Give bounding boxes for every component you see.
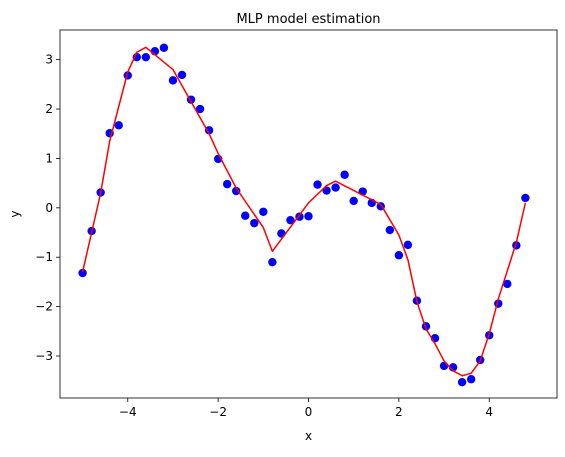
scatter-point [259, 207, 268, 216]
y-tick-label: 0 [45, 201, 53, 215]
x-tick-label: 2 [395, 405, 403, 419]
scatter-point [313, 180, 322, 189]
x-axis-label: x [305, 429, 312, 443]
scatter-point [114, 121, 123, 130]
scatter-point [232, 186, 241, 196]
chart-title: MLP model estimation [236, 12, 380, 27]
y-axis-label: y [8, 210, 22, 217]
scatter-point [204, 126, 214, 135]
y-tick-label: 3 [45, 53, 53, 67]
scatter-point [439, 361, 449, 371]
scatter-point [331, 183, 340, 192]
scatter-point [503, 279, 512, 289]
scatter-point [403, 240, 413, 250]
scatter-point [241, 211, 250, 220]
scatter-point [466, 375, 476, 384]
y-tick-label: 2 [45, 102, 53, 116]
scatter-point [250, 218, 259, 228]
scatter-point [349, 196, 358, 206]
x-tick-label: −2 [209, 405, 227, 419]
scatter-point [168, 76, 178, 85]
scatter-point [268, 257, 277, 267]
y-tick-label: −1 [35, 250, 53, 264]
scatter-point [304, 212, 313, 221]
series-layer [78, 43, 530, 387]
y-tick-label: 1 [45, 151, 53, 165]
x-tick-label: 4 [485, 405, 493, 419]
scatter-point [141, 52, 151, 62]
scatter-point [177, 70, 187, 80]
y-tick-label: −3 [35, 349, 53, 363]
x-tick-label: 0 [305, 405, 313, 419]
scatter-point [222, 179, 232, 189]
axis-layer: −4 −2 0 2 4 −3 −2 −1 0 1 2 3 [35, 29, 558, 419]
y-tick-label: −2 [35, 300, 53, 314]
scatter-point [195, 104, 205, 114]
scatter-point [457, 377, 467, 387]
scatter-point [521, 193, 530, 203]
scatter-point [78, 268, 87, 278]
scatter-point [159, 43, 169, 52]
x-tick-label: −4 [119, 405, 137, 419]
scatter-point [385, 225, 395, 235]
scatter-point [340, 170, 349, 179]
scatter-point [394, 251, 404, 260]
fit-line [81, 46, 527, 377]
scatter-point [286, 215, 295, 225]
